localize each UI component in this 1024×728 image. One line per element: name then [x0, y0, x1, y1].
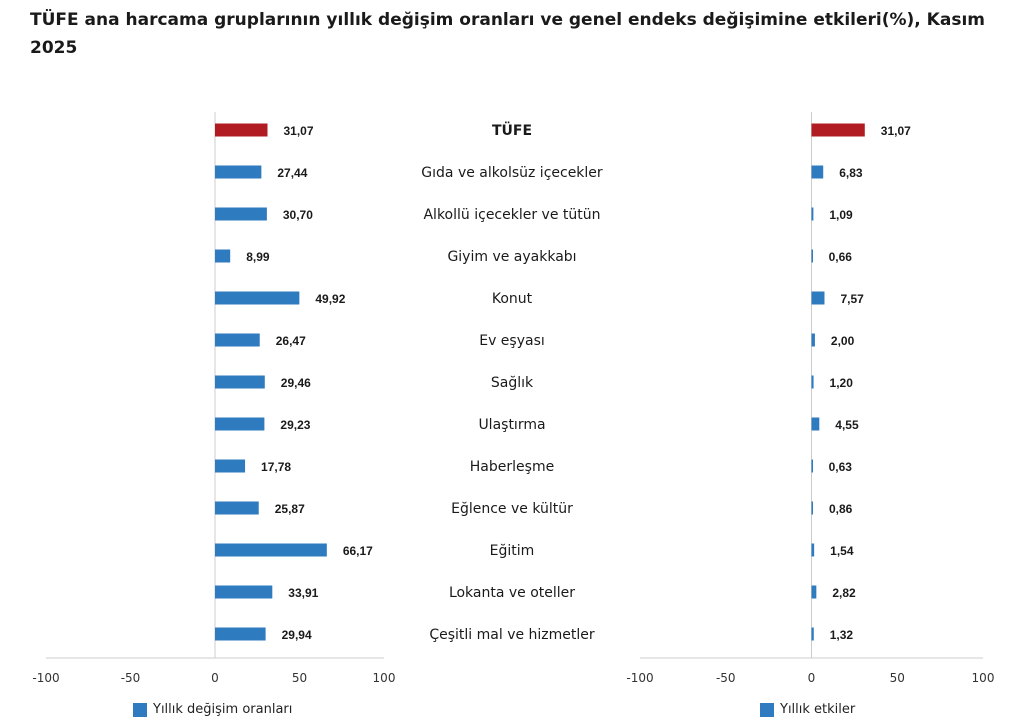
category-label: Ulaştırma: [478, 417, 545, 433]
bar: [811, 291, 825, 305]
bar: [215, 207, 267, 221]
category-label: Ev eşyası: [479, 333, 545, 349]
bar: [215, 417, 265, 431]
bar: [215, 627, 266, 641]
data-label: 6,83: [839, 166, 863, 180]
data-label: 2,00: [831, 334, 855, 348]
bar: [811, 459, 813, 473]
category-label: Haberleşme: [470, 459, 554, 475]
data-label: 31,07: [881, 124, 911, 138]
data-label: 0,66: [829, 250, 853, 264]
bar: [215, 543, 327, 557]
data-label: 30,70: [283, 208, 313, 222]
x-tick-label: 0: [808, 671, 816, 685]
x-tick-label: 0: [211, 671, 219, 685]
category-label: TÜFE: [492, 121, 532, 139]
bar: [811, 543, 815, 557]
data-label: 0,86: [829, 502, 853, 516]
bar: [811, 333, 815, 347]
data-label: 1,32: [830, 628, 854, 642]
bar: [215, 501, 259, 515]
category-label: Eğitim: [490, 543, 535, 559]
legend-right: Yıllık etkiler: [760, 702, 855, 717]
legend-left: Yıllık değişim oranları: [133, 702, 292, 717]
data-label: 26,47: [276, 334, 306, 348]
category-label: Çeşitli mal ve hizmetler: [429, 627, 595, 643]
category-label: Lokanta ve oteller: [449, 585, 575, 601]
bar: [811, 627, 814, 641]
data-label: 1,54: [830, 544, 854, 558]
data-label: 1,20: [830, 376, 854, 390]
data-label: 31,07: [284, 124, 314, 138]
bar: [215, 375, 265, 389]
data-label: 8,99: [246, 250, 270, 264]
bar: [811, 165, 824, 179]
category-label: Konut: [492, 291, 533, 307]
legend-label-left: Yıllık değişim oranları: [153, 702, 293, 717]
bar: [811, 375, 814, 389]
category-label: Giyim ve ayakkabı: [447, 249, 576, 265]
data-label: 29,94: [282, 628, 312, 642]
data-label: 33,91: [288, 586, 318, 600]
bar: [215, 585, 273, 599]
x-tick-label: 50: [890, 671, 905, 685]
bar: [215, 249, 231, 263]
data-label: 27,44: [277, 166, 307, 180]
chart-title: TÜFE ana harcama gruplarının yıllık deği…: [30, 10, 985, 58]
category-label: Sağlık: [491, 375, 534, 391]
bar: [811, 249, 813, 263]
bar: [215, 123, 268, 137]
x-tick-label: 100: [972, 671, 995, 685]
bar: [811, 207, 814, 221]
x-tick-label: -100: [626, 671, 653, 685]
data-label: 29,23: [280, 418, 310, 432]
x-tick-label: -50: [121, 671, 141, 685]
bar: [215, 291, 300, 305]
legend-swatch-left: [133, 702, 147, 717]
data-label: 2,82: [832, 586, 856, 600]
bar: [215, 459, 246, 473]
category-label: Alkollü içecekler ve tütün: [423, 207, 600, 223]
x-tick-label: -100: [32, 671, 59, 685]
bar: [215, 165, 262, 179]
data-label: 29,46: [281, 376, 311, 390]
bar: [811, 123, 865, 137]
bar: [811, 417, 820, 431]
category-label: Eğlence ve kültür: [451, 501, 573, 517]
x-tick-label: 50: [292, 671, 307, 685]
data-label: 25,87: [275, 502, 305, 516]
x-tick-label: -50: [716, 671, 736, 685]
data-label: 66,17: [343, 544, 373, 558]
bar: [811, 585, 817, 599]
data-label: 0,63: [829, 460, 853, 474]
bar: [811, 501, 813, 515]
data-label: 1,09: [829, 208, 853, 222]
category-label: Gıda ve alkolsüz içecekler: [421, 165, 603, 181]
legend-swatch-right: [760, 702, 774, 717]
data-label: 7,57: [840, 292, 864, 306]
data-label: 4,55: [835, 418, 859, 432]
legend-label-right: Yıllık etkiler: [780, 702, 856, 717]
bar: [215, 333, 260, 347]
data-label: 49,92: [315, 292, 345, 306]
x-tick-label: 100: [373, 671, 396, 685]
data-label: 17,78: [261, 460, 291, 474]
